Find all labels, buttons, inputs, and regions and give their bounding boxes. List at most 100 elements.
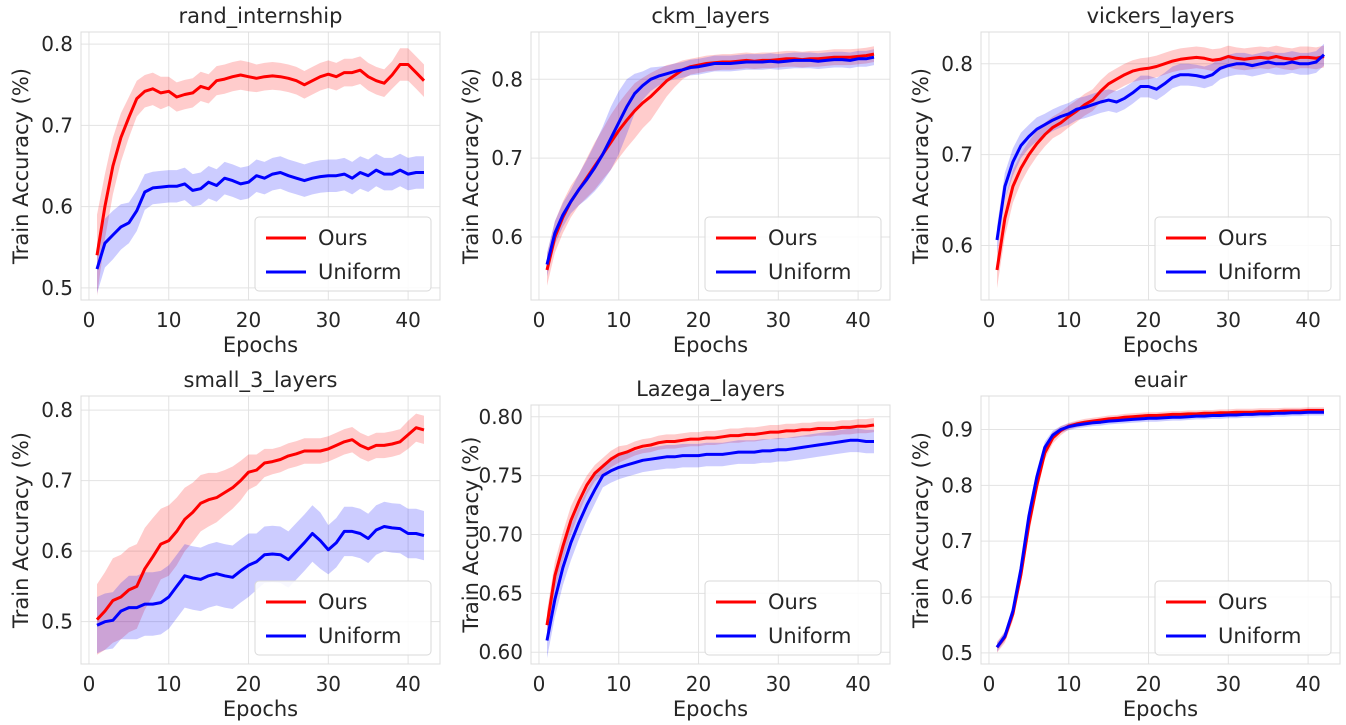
axes-frame (980, 395, 1341, 665)
y-tick-label: 0.5 (41, 276, 73, 300)
y-tick-label: 0.6 (941, 585, 973, 609)
x-tick-label: 40 (1295, 672, 1320, 696)
y-axis-label: Train Accuracy (%) (909, 432, 933, 629)
y-axis-label: Train Accuracy (%) (459, 68, 483, 265)
plot-content (545, 46, 875, 286)
x-tick-label: 0 (983, 672, 996, 696)
legend-label-ours: Ours (318, 590, 367, 614)
series-line-ours (995, 55, 1325, 271)
x-tick-label: 30 (1216, 308, 1241, 332)
series-line-uniform (995, 53, 1326, 241)
series-band-uniform (97, 153, 424, 294)
y-axis-label: Train Accuracy (%) (9, 68, 33, 265)
y-tick-label: 0.8 (41, 398, 73, 422)
x-tick-label: 30 (1216, 672, 1241, 696)
legend-label-ours: Ours (768, 226, 817, 250)
legend-label-uniform: Uniform (1218, 624, 1301, 648)
plot-content (95, 413, 425, 655)
y-tick-label: 0.60 (478, 640, 523, 664)
series-line-uniform (96, 525, 425, 627)
legend-label-ours: Ours (1218, 226, 1267, 250)
y-axis-label: Train Accuracy (%) (459, 437, 483, 634)
legend: Ours Uniform (704, 580, 882, 656)
series-line-ours (95, 63, 426, 256)
x-tick-label: 40 (1295, 308, 1320, 332)
chart-title: vickers_layers (1087, 4, 1235, 29)
series-line-ours (95, 426, 425, 621)
x-tick-label: 0 (83, 672, 96, 696)
series-line-ours (995, 409, 1324, 649)
panel-5: 0 10 20 30 40 0.60 0.65 0.70 0.75 0.80 Lazega_laye… (459, 377, 891, 721)
legend: Ours Uniform (254, 580, 432, 656)
y-tick-label: 0.5 (41, 610, 73, 634)
legend: Ours Uniform (1154, 580, 1332, 656)
legend-label-uniform: Uniform (768, 624, 851, 648)
y-tick-label: 0.70 (478, 523, 523, 547)
x-axis-label: Epochs (1123, 333, 1198, 357)
panel-1: 0 10 20 30 40 0.5 0.6 0.7 0.8 rand_internship Epoc… (9, 4, 441, 357)
x-axis-label: Epochs (223, 697, 298, 721)
x-tick-label: 20 (686, 672, 711, 696)
plot-content (545, 418, 875, 659)
legend-label-uniform: Uniform (318, 260, 401, 284)
series-line-uniform (95, 168, 424, 270)
y-tick-label: 0.8 (941, 473, 973, 497)
series-band-ours (997, 45, 1324, 289)
chart-title: ckm_layers (651, 4, 769, 29)
x-tick-label: 30 (766, 308, 791, 332)
y-tick-label: 0.8 (491, 67, 523, 91)
y-tick-label: 0.6 (491, 225, 523, 249)
y-tick-label: 0.75 (478, 464, 523, 488)
x-axis-label: Epochs (223, 333, 298, 357)
y-tick-label: 0.7 (941, 529, 973, 553)
x-tick-label: 20 (236, 672, 261, 696)
legend-label-uniform: Uniform (318, 624, 401, 648)
axes-frame (530, 404, 891, 665)
plot-content (995, 43, 1326, 289)
axes-frame (530, 31, 891, 301)
x-tick-label: 0 (83, 308, 96, 332)
x-axis-label: Epochs (1123, 697, 1198, 721)
series-band-ours (97, 413, 424, 655)
plot-content (995, 407, 1324, 653)
x-tick-label: 0 (983, 308, 996, 332)
series-band-uniform (97, 501, 424, 654)
y-tick-label: 0.65 (478, 581, 523, 605)
chart-title: rand_internship (179, 4, 343, 29)
x-tick-label: 40 (395, 672, 420, 696)
legend-label-ours: Ours (318, 226, 367, 250)
x-tick-label: 10 (156, 672, 181, 696)
x-tick-label: 40 (845, 672, 870, 696)
x-tick-label: 30 (316, 672, 341, 696)
x-tick-label: 40 (395, 308, 420, 332)
x-tick-label: 20 (236, 308, 261, 332)
legend-label-uniform: Uniform (768, 260, 851, 284)
series-line-uniform (545, 438, 874, 641)
y-tick-label: 0.6 (41, 539, 73, 563)
x-tick-label: 10 (606, 308, 631, 332)
x-axis-label: Epochs (673, 697, 748, 721)
y-tick-label: 0.6 (941, 233, 973, 257)
y-tick-label: 0.6 (41, 195, 73, 219)
x-tick-label: 10 (156, 308, 181, 332)
y-axis-label: Train Accuracy (%) (9, 432, 33, 629)
legend-label-ours: Ours (768, 590, 817, 614)
series-line-uniform (995, 410, 1324, 649)
x-tick-label: 0 (533, 308, 546, 332)
y-tick-label: 0.7 (41, 113, 73, 137)
legend-label-ours: Ours (1218, 590, 1267, 614)
x-tick-label: 30 (316, 308, 341, 332)
legend: Ours Uniform (704, 216, 882, 292)
axes-frame (980, 31, 1341, 301)
x-tick-label: 20 (1136, 308, 1161, 332)
x-tick-label: 40 (845, 308, 870, 332)
chart-title: euair (1134, 368, 1188, 392)
x-tick-label: 10 (1056, 308, 1081, 332)
legend: Ours Uniform (254, 216, 432, 292)
series-band-uniform (547, 428, 874, 659)
y-axis-label: Train Accuracy (%) (909, 68, 933, 265)
series-line-ours (545, 423, 875, 626)
x-tick-label: 20 (1136, 672, 1161, 696)
panel-6: 0 10 20 30 40 0.5 0.6 0.7 0.8 0.9 euair Epochs Train… (909, 368, 1341, 721)
